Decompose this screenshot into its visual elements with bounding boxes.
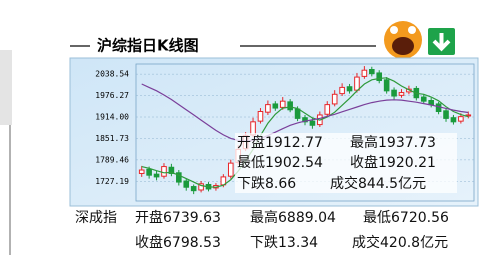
candle-body: [266, 105, 271, 113]
candle-body: [139, 170, 144, 173]
candle-body: [310, 121, 315, 125]
y-tick-label: 1851.73: [95, 134, 129, 143]
down-arrow-icon: [428, 28, 455, 55]
candle-body: [399, 93, 404, 96]
candle-body: [355, 77, 360, 90]
candle-body: [162, 167, 167, 177]
candle-body: [340, 87, 345, 93]
candle-body: [273, 104, 278, 108]
candle-body: [147, 169, 152, 175]
summary-item: 收盘6798.53: [135, 234, 221, 251]
page: 沪综指日K线图 深成指 2038.54 1976.27 1914.00 1851.73…: [0, 0, 491, 261]
annotation: 下跌8.66: [237, 176, 296, 192]
candle-body: [280, 101, 285, 107]
candle-body: [191, 187, 196, 191]
candle-body: [436, 104, 441, 112]
summary-item: 下跌13.34: [250, 235, 318, 251]
chart-title: 沪综指日K线图: [97, 37, 199, 55]
summary-item: 开盘6739.63: [135, 209, 221, 226]
summary-item: 最低6720.56: [363, 210, 449, 226]
candle-body: [325, 105, 330, 115]
side-box: [0, 50, 12, 125]
candle-body: [258, 112, 263, 122]
candle-body: [459, 117, 464, 121]
face-icon: [384, 21, 422, 59]
candle-body: [392, 90, 397, 96]
y-tick-label: 1914.00: [95, 113, 129, 122]
candle-body: [362, 70, 367, 76]
candle-body: [295, 109, 300, 118]
candle-body: [451, 118, 456, 122]
candle-body: [370, 70, 375, 74]
candle-body: [154, 174, 159, 177]
y-tick-label: 1727.19: [95, 177, 129, 186]
annotation: 最高1937.73: [350, 134, 436, 151]
candle-body: [429, 100, 434, 104]
annotation: 开盘1912.77: [237, 134, 323, 151]
candle-body: [332, 94, 337, 104]
summary-item: 最高6889.04: [250, 209, 336, 226]
candle-body: [251, 122, 256, 135]
candle-body: [421, 97, 426, 101]
annotation: 成交844.5亿元: [330, 175, 426, 192]
summary-name: 深成指: [75, 210, 117, 226]
candle-body: [347, 87, 352, 91]
candle-body: [384, 80, 389, 91]
y-tick-label: 2038.54: [95, 70, 129, 79]
summary-item: 成交420.8亿元: [352, 234, 448, 251]
y-tick-label: 1976.27: [95, 91, 129, 100]
annotation: 最低1902.54: [237, 155, 323, 171]
candle-body: [288, 102, 293, 110]
candle-body: [444, 111, 449, 119]
y-tick-label: 1789.46: [95, 155, 129, 164]
candle-body: [184, 181, 189, 187]
annotation: 收盘1920.21: [350, 154, 436, 171]
candle-body: [228, 163, 233, 176]
